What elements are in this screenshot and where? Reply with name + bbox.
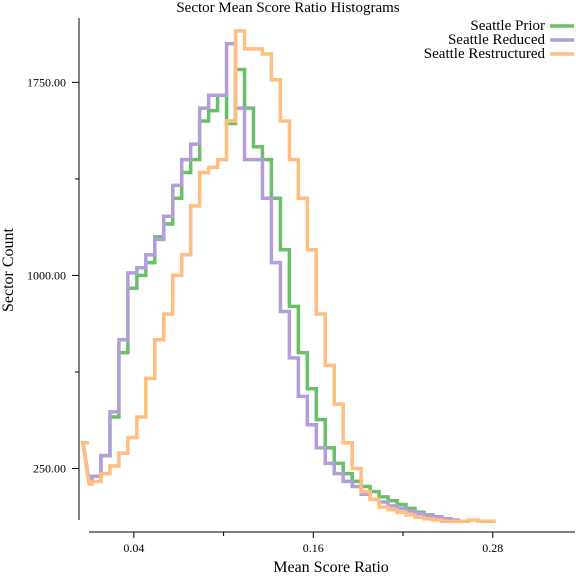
y-axis-title: Sector Count: [0, 227, 17, 312]
series-line-1: [80, 41, 460, 522]
y-tick-label: 250.00: [33, 462, 66, 476]
x-axis-title: Mean Score Ratio: [273, 559, 389, 576]
series-group: [80, 29, 496, 524]
y-tick-label: 1000.00: [27, 268, 66, 282]
legend-label-1: Seattle Reduced: [448, 32, 546, 48]
y-axis: 250.00 1000.00 1750.00: [27, 18, 80, 520]
series-line-2: [80, 29, 496, 524]
x-tick-label: 0.04: [123, 541, 144, 555]
x-tick-label: 0.28: [482, 541, 503, 555]
series-line-0: [80, 67, 451, 521]
x-axis: 0.04 0.16 0.28: [89, 531, 575, 555]
legend-label-2: Seattle Restructured: [424, 46, 546, 62]
legend-label-0: Seattle Prior: [470, 18, 545, 34]
chart-title: Sector Mean Score Ratio Histograms: [176, 0, 399, 16]
y-tick-label: 1750.00: [27, 75, 66, 89]
x-tick-label: 0.16: [303, 541, 324, 555]
